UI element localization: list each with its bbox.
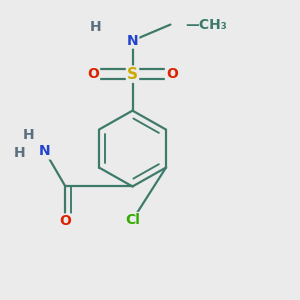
Text: —CH₃: —CH₃ bbox=[185, 18, 227, 32]
Text: H: H bbox=[14, 146, 25, 160]
Text: H: H bbox=[90, 20, 102, 34]
Text: Cl: Cl bbox=[125, 213, 140, 227]
Text: O: O bbox=[166, 67, 178, 81]
Text: N: N bbox=[127, 34, 138, 48]
Text: S: S bbox=[127, 67, 138, 82]
Text: O: O bbox=[59, 214, 71, 229]
Text: O: O bbox=[87, 67, 99, 81]
Text: H: H bbox=[23, 128, 35, 142]
Text: N: N bbox=[39, 145, 51, 158]
